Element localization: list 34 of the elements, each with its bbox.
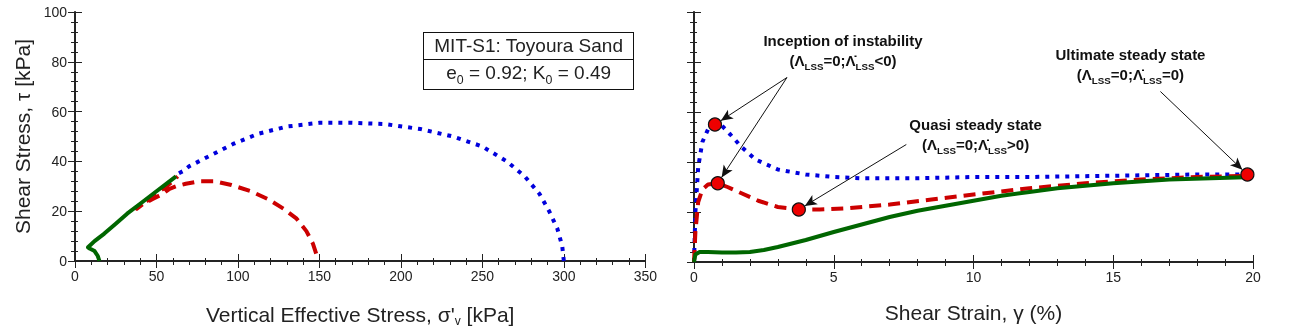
x-tick-label: 5	[829, 269, 838, 285]
y-tick-label: 0	[59, 253, 68, 269]
line-series	[134, 174, 319, 256]
point	[707, 117, 723, 132]
line-series	[175, 120, 566, 263]
point	[1240, 167, 1255, 182]
annotation: Quasi steady state (Λ$_{LSS}$=0;Λ̇$_{LSS}$>0)	[909, 114, 1042, 158]
y-tick-label: 80	[51, 53, 68, 70]
x-tick-label: 350	[633, 268, 658, 284]
annotation: e$_{0}$ = 0.92; K$_{0}$ = 0.49	[424, 59, 633, 89]
x-tick-label: 300	[552, 268, 576, 284]
x-tick-label: 20	[1245, 269, 1261, 285]
x-tick-label: 250	[470, 268, 495, 284]
y-tick-label: 40	[51, 153, 68, 170]
x-tick-label: 0	[71, 268, 80, 284]
x-tick-label: 100	[226, 268, 250, 284]
y-tick-label: 20	[51, 203, 68, 220]
y-tick-label: 60	[51, 103, 68, 120]
x-tick-label: 15	[1105, 269, 1122, 285]
point	[791, 202, 806, 217]
x-tick-label: 200	[389, 268, 413, 284]
x-tick-label: 50	[148, 268, 165, 284]
annotation: Inception of instability (Λ$_{LSS}$=0;Λ̇$_{LSS}$<0)	[763, 30, 923, 74]
x-axis-title: Shear Strain, γ (%)	[884, 301, 1063, 324]
y-axis-title: Shear Stress, τ [kPa]	[10, 38, 34, 235]
y-tick-label: 100	[43, 4, 68, 20]
annotation: Ultimate steady state (Λ$_{LSS}$=0;Λ̇$_{LSS}$=0)	[1055, 44, 1206, 88]
annotation: MIT-S1: Toyoura Sand	[433, 34, 624, 58]
x-tick-label: 0	[690, 269, 699, 285]
x-tick-label: 10	[965, 269, 982, 285]
legend-text-box: MIT-S1: Toyoura Sand e$_{0}$ = 0.92; K$_{0}$ = 0.49	[423, 32, 634, 90]
line-series	[86, 174, 179, 263]
x-tick-label: 150	[307, 268, 332, 284]
point	[710, 176, 725, 191]
